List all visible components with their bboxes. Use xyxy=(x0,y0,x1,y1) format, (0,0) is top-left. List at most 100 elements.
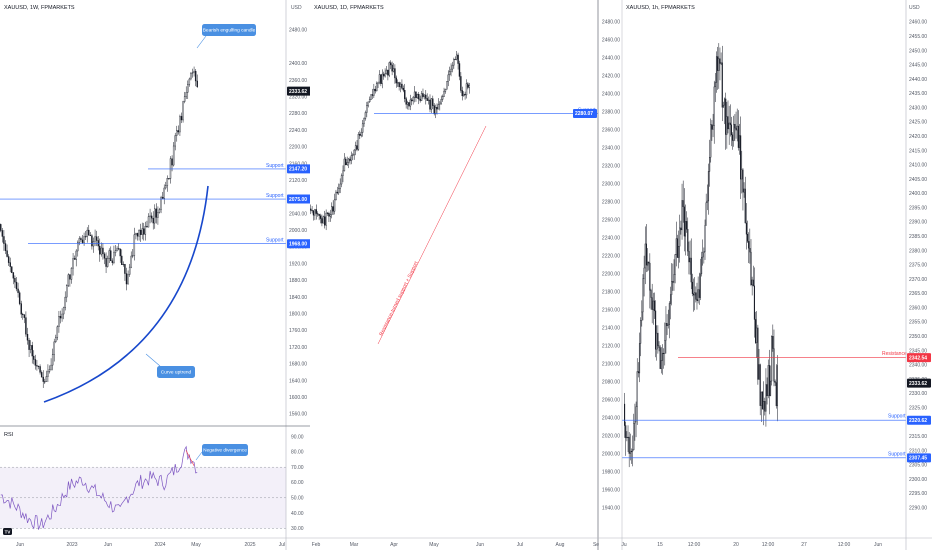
hourly-x-tick: 20 xyxy=(733,542,739,548)
daily-candle xyxy=(448,66,451,81)
hourly-currency: USD xyxy=(909,5,920,11)
hourly-left-y-tick: 2380.00 xyxy=(602,110,620,116)
hourly-chart-panel[interactable]: Resistance Support Support XAUUSD, 1h, FPM… xyxy=(600,0,932,550)
weekly-candle xyxy=(169,156,172,184)
hourly-candle xyxy=(751,276,753,296)
daily-candle xyxy=(455,50,458,61)
daily-x-tick: May xyxy=(429,542,439,548)
hourly-candle xyxy=(759,363,761,416)
daily-x-tick: Aug xyxy=(556,542,565,548)
weekly-candle xyxy=(187,80,189,99)
weekly-candle xyxy=(138,229,140,241)
daily-candle xyxy=(406,100,409,110)
hourly-candle xyxy=(767,359,769,399)
weekly-candle xyxy=(174,132,176,151)
daily-chart-panel[interactable]: SupportResistance-turned support + Suppo… xyxy=(310,0,600,550)
weekly-y-tick: 1680.00 xyxy=(289,362,307,368)
weekly-candle xyxy=(136,232,139,241)
daily-candle xyxy=(315,204,318,220)
rsi-line xyxy=(0,445,198,530)
weekly-last-price-tag: 2333.62 xyxy=(287,86,310,96)
hourly-left-y-tick: 2100.00 xyxy=(602,362,620,368)
hourly-candle xyxy=(678,230,680,269)
hourly-candle xyxy=(681,183,683,240)
hourly-candle xyxy=(728,105,730,145)
weekly-candle xyxy=(77,240,79,257)
weekly-y-tick: 1760.00 xyxy=(289,328,307,334)
weekly-candle xyxy=(70,267,73,284)
daily-candles xyxy=(310,50,470,231)
hourly-candle xyxy=(627,425,629,453)
hourly-y-tick: 2395.00 xyxy=(909,205,927,211)
weekly-candle xyxy=(111,258,114,266)
daily-candle xyxy=(366,101,368,118)
daily-candle xyxy=(312,210,315,221)
daily-candle xyxy=(370,94,372,100)
weekly-candle xyxy=(154,204,156,229)
daily-candle xyxy=(360,128,362,138)
hourly-candle xyxy=(709,139,711,187)
hourly-candle xyxy=(668,301,670,339)
weekly-candle xyxy=(91,234,93,250)
daily-support-price-tag: 2280.07 xyxy=(573,108,597,118)
hourly-y-tick: 2455.00 xyxy=(909,34,927,40)
hourly-candle xyxy=(656,325,658,361)
weekly-candle xyxy=(75,249,77,267)
hourly-y-tick: 2355.00 xyxy=(909,320,927,326)
rsi-y-tick: 60.00 xyxy=(291,480,304,486)
daily-x-tick: Jun xyxy=(476,542,484,548)
daily-candle xyxy=(384,68,386,78)
daily-candle xyxy=(454,56,456,61)
weekly-candle xyxy=(125,267,128,291)
daily-candle xyxy=(380,74,382,87)
hourly-left-y-tick: 2340.00 xyxy=(602,146,620,152)
weekly-candle xyxy=(124,263,126,281)
weekly-candle xyxy=(6,244,8,258)
daily-candle xyxy=(354,141,357,156)
weekly-x-tick: Jul xyxy=(279,542,285,548)
weekly-candle xyxy=(182,100,184,123)
weekly-candle xyxy=(25,311,27,337)
daily-candle xyxy=(319,213,322,224)
hourly-candle xyxy=(775,364,777,409)
daily-candle xyxy=(436,103,438,115)
hourly-y-tick: 2345.00 xyxy=(909,348,927,354)
weekly-y-tick: 2040.00 xyxy=(289,211,307,217)
hourly-candle xyxy=(669,286,672,320)
svg-text:2147.20: 2147.20 xyxy=(289,167,307,173)
hourly-left-y-tick: 2200.00 xyxy=(602,272,620,278)
hourly-candle xyxy=(659,345,661,370)
hourly-candle xyxy=(748,232,750,264)
hourly-y-tick: 2315.00 xyxy=(909,434,927,440)
weekly-candle xyxy=(66,284,68,303)
hourly-left-y-tick: 2060.00 xyxy=(602,398,620,404)
weekly-support-label: Support xyxy=(266,163,284,169)
daily-candle xyxy=(468,82,470,94)
daily-symbol: XAUUSD, 1D, FPMARKETS xyxy=(314,5,384,11)
hourly-candle xyxy=(772,324,774,352)
hourly-candle xyxy=(640,317,642,357)
hourly-y-tick: 2350.00 xyxy=(909,334,927,340)
weekly-y-tick: 2360.00 xyxy=(289,78,307,84)
hourly-y-tick: 2380.00 xyxy=(909,248,927,254)
weekly-candle xyxy=(177,125,180,135)
hourly-candle xyxy=(757,324,759,385)
curve-uptrend-line xyxy=(43,185,209,403)
daily-candle xyxy=(350,151,353,165)
daily-candle xyxy=(322,215,325,224)
weekly-y-tick: 1920.00 xyxy=(289,261,307,267)
weekly-y-tick: 2120.00 xyxy=(289,178,307,184)
hourly-candle xyxy=(733,115,735,147)
weekly-candle xyxy=(193,66,195,77)
weekly-chart-panel[interactable]: Support Support Support Curve uptrend Bearis… xyxy=(0,0,310,550)
weekly-candle xyxy=(147,213,150,228)
daily-candle xyxy=(447,70,449,87)
daily-candle xyxy=(374,85,376,94)
daily-candle xyxy=(340,173,343,188)
weekly-candle xyxy=(146,220,148,228)
weekly-candle xyxy=(122,261,125,267)
daily-candle xyxy=(385,66,388,75)
hourly-candle xyxy=(636,358,638,425)
weekly-support-label: Support xyxy=(266,238,284,244)
weekly-candle xyxy=(99,238,101,262)
